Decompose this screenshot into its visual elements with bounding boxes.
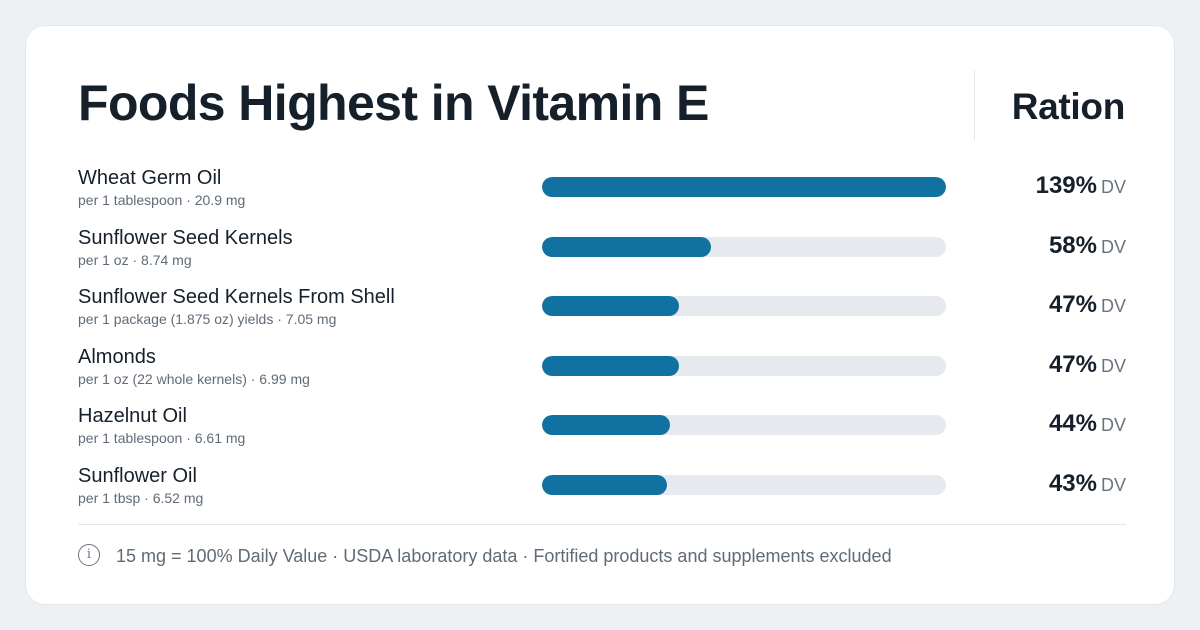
dv-bar-fill (542, 415, 670, 436)
dv-percent-value: 47% (1048, 291, 1097, 319)
food-row: Sunflower Seed Kernels per 1 oz · 8.74 m… (78, 226, 1126, 286)
food-row: Sunflower Seed Kernels From Shell per 1 … (78, 285, 1126, 345)
dv-unit: DV (1100, 236, 1126, 257)
food-name: Hazelnut Oil (78, 405, 187, 428)
footnote: 15 mg = 100% Daily Value · USDA laborato… (116, 546, 892, 566)
food-name: Sunflower Seed Kernels From Shell (78, 286, 395, 309)
food-row: Almonds per 1 oz (22 whole kernels) · 6.… (78, 345, 1126, 405)
food-serving: per 1 tablespoon · 20.9 mg (78, 192, 246, 208)
dv-bar-fill (542, 177, 946, 197)
food-row: Sunflower Oil per 1 tbsp · 6.52 mg 43% DV (78, 464, 1126, 524)
header-divider (974, 70, 975, 140)
dv-bar-fill (542, 236, 711, 257)
food-serving: per 1 tbsp · 6.52 mg (78, 489, 204, 506)
dv-percent-value: 44% (1048, 410, 1097, 438)
food-name: Sunflower Oil (78, 464, 197, 487)
dv-percentage: 47% DV (1049, 351, 1126, 382)
dv-percent-value: 58% (1048, 231, 1097, 259)
food-list: Wheat Germ Oil per 1 tablespoon · 20.9 m… (78, 166, 1126, 524)
dv-bar-fill (542, 296, 679, 317)
food-row: Hazelnut Oil per 1 tablespoon · 6.61 mg … (78, 404, 1126, 464)
dv-bar-track (542, 415, 946, 436)
food-name: Sunflower Seed Kernels (78, 226, 293, 249)
brand-logo: Ration (1011, 86, 1126, 127)
info-icon: i (78, 544, 100, 566)
food-serving: per 1 tablespoon · 6.61 mg (78, 430, 246, 447)
dv-bar-track (542, 296, 946, 317)
page-title: Foods Highest in Vitamin E (78, 75, 709, 131)
dv-bar-fill (542, 474, 667, 495)
food-name: Almonds (78, 345, 156, 368)
dv-unit: DV (1100, 415, 1126, 436)
dv-percentage: 44% DV (1049, 410, 1126, 441)
dv-unit: DV (1100, 177, 1126, 197)
dv-percent-value: 139% (1035, 172, 1097, 199)
food-serving: per 1 oz · 8.74 mg (78, 251, 192, 268)
dv-percentage: 139% DV (1036, 172, 1126, 203)
dv-bar-track (542, 236, 946, 257)
food-serving: per 1 oz (22 whole kernels) · 6.99 mg (78, 370, 310, 387)
dv-percent-value: 43% (1048, 469, 1097, 497)
dv-bar-fill (542, 355, 679, 376)
dv-unit: DV (1100, 474, 1126, 495)
dv-percentage: 43% DV (1049, 470, 1126, 501)
food-name: Wheat Germ Oil (78, 167, 222, 189)
dv-percentage: 47% DV (1049, 291, 1126, 322)
food-serving: per 1 package (1.875 oz) yields · 7.05 m… (78, 311, 337, 328)
dv-bar-track (542, 355, 946, 376)
ranking-card: Foods Highest in Vitamin E Ration Wheat … (25, 25, 1175, 605)
dv-bar-track (542, 474, 946, 495)
footer-divider (78, 524, 1126, 525)
dv-unit: DV (1100, 296, 1126, 317)
food-row: Wheat Germ Oil per 1 tablespoon · 20.9 m… (78, 166, 1126, 226)
dv-unit: DV (1100, 355, 1126, 376)
dv-percent-value: 47% (1048, 350, 1097, 378)
dv-bar-track (542, 177, 946, 197)
dv-percentage: 58% DV (1049, 232, 1126, 263)
